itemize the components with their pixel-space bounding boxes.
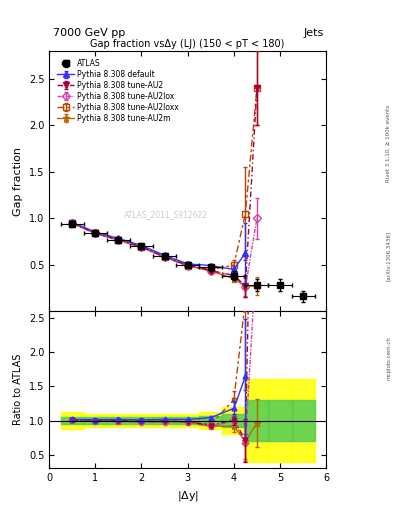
Title: Gap fraction vsΔy (LJ) (150 < pT < 180): Gap fraction vsΔy (LJ) (150 < pT < 180) — [90, 39, 285, 49]
Y-axis label: Gap fraction: Gap fraction — [13, 146, 23, 216]
X-axis label: |$\Delta$y|: |$\Delta$y| — [176, 489, 199, 503]
Text: ATLAS_2011_S912622: ATLAS_2011_S912622 — [123, 210, 208, 219]
Legend: ATLAS, Pythia 8.308 default, Pythia 8.308 tune-AU2, Pythia 8.308 tune-AU2lox, Py: ATLAS, Pythia 8.308 default, Pythia 8.30… — [56, 58, 180, 124]
Text: Jets: Jets — [304, 28, 324, 38]
Text: [arXiv:1306.3436]: [arXiv:1306.3436] — [386, 231, 391, 281]
Text: 7000 GeV pp: 7000 GeV pp — [53, 28, 125, 38]
Text: mcplots.cern.ch: mcplots.cern.ch — [386, 336, 391, 380]
Y-axis label: Ratio to ATLAS: Ratio to ATLAS — [13, 354, 23, 425]
Text: Rivet 3.1.10, ≥ 100k events: Rivet 3.1.10, ≥ 100k events — [386, 105, 391, 182]
